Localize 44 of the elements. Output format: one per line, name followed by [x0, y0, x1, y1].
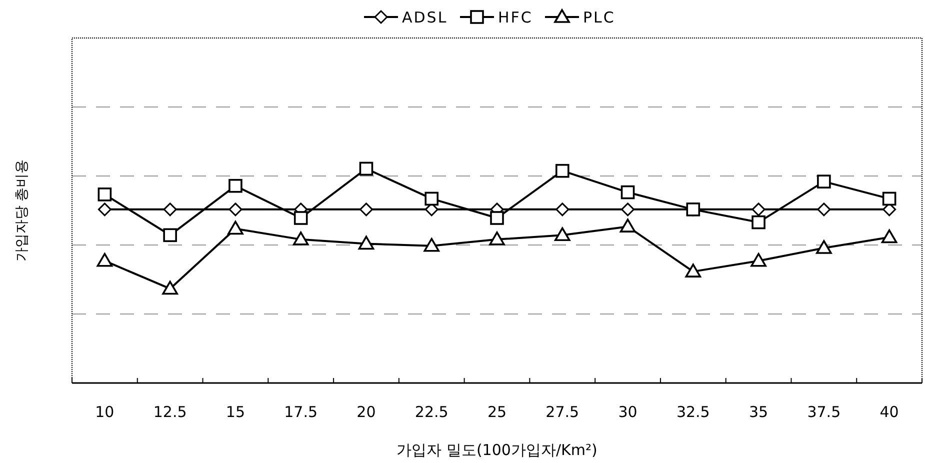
point [620, 218, 636, 232]
point [685, 264, 702, 278]
point [359, 162, 374, 176]
x-tick-label: 10 [95, 403, 114, 421]
x-tick-label: 37.5 [807, 403, 841, 421]
legend-label: ADSL [402, 8, 448, 26]
x-tick-label: 30 [618, 403, 638, 421]
point [228, 178, 242, 193]
point [294, 211, 308, 225]
x-tick-label: 35 [748, 403, 768, 421]
point [686, 202, 700, 216]
legend-label: HFC [498, 8, 533, 26]
point [163, 228, 177, 242]
point [750, 252, 766, 267]
x-axis-title: 가입자 밀도(100가입자/Km²) [396, 441, 598, 459]
x-tick-label: 27.5 [546, 403, 580, 421]
point [96, 252, 113, 267]
x-tick-label: 20 [356, 403, 376, 421]
x-tick-label: 12.5 [153, 403, 187, 421]
y-axis-title: 가입자당 총비용 [14, 159, 30, 262]
point [228, 220, 244, 235]
x-tick-label: 17.5 [284, 403, 318, 421]
point [882, 192, 896, 206]
point [292, 232, 309, 246]
point [554, 227, 570, 242]
legend-label: PLC [583, 8, 616, 26]
point [424, 238, 440, 252]
x-tick-label: 22.5 [414, 403, 448, 421]
point [424, 192, 439, 206]
point [752, 215, 766, 230]
point [98, 188, 112, 202]
point [555, 164, 570, 178]
point [620, 185, 635, 200]
point [816, 240, 832, 254]
point [881, 229, 898, 244]
point [358, 236, 374, 250]
point [490, 211, 504, 225]
x-tick-label: 32.5 [676, 403, 710, 421]
x-tick-label: 40 [880, 403, 899, 421]
point [162, 280, 178, 295]
x-tick-label: 25 [487, 403, 507, 421]
point [489, 232, 505, 246]
point [817, 174, 831, 188]
x-tick-label: 15 [226, 403, 246, 421]
